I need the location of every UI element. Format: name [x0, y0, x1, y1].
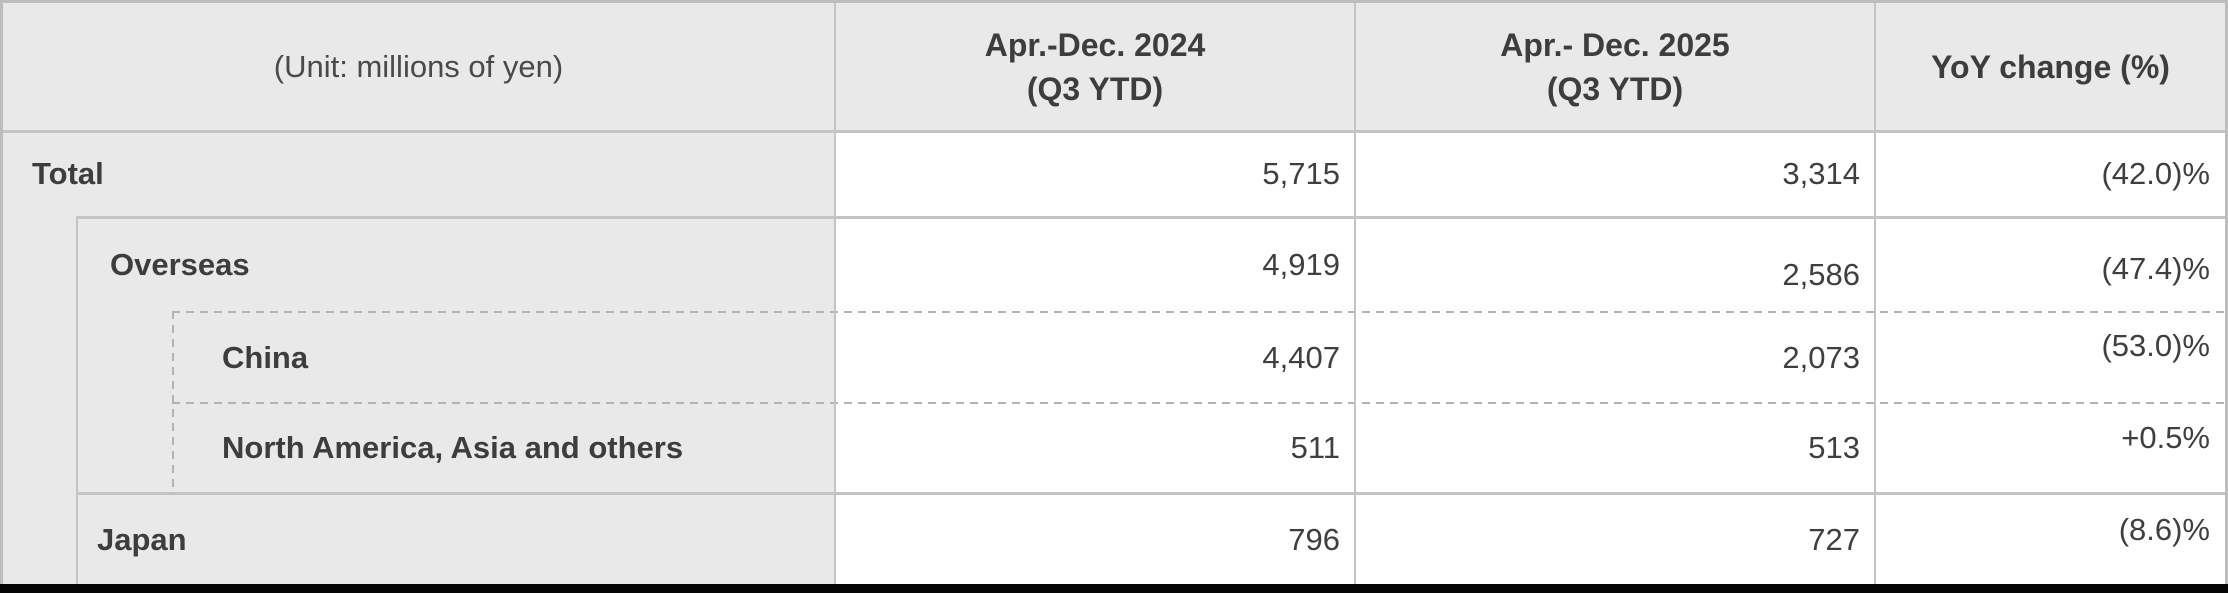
- cell-china-yoy: (53.0)%: [2101, 327, 2210, 363]
- column-divider-2: [1354, 0, 1356, 584]
- table-border-bottom-black: [0, 584, 2228, 593]
- cell-japan-2025: 727: [1808, 521, 1860, 557]
- cell-total-2024: 5,715: [1262, 156, 1340, 191]
- level2-indent-dashed-line: [172, 311, 174, 494]
- cell-china-2024: 4,407: [1262, 339, 1340, 375]
- china-row-dashed-divider: [172, 402, 2228, 404]
- north-america-row-divider: [76, 492, 2228, 495]
- row-label: Overseas: [110, 247, 250, 282]
- header-col-2025-line1: Apr.- Dec. 2025: [1500, 26, 1730, 63]
- table-row-overseas: Overseas 4,919 2,586 (47.4)%: [0, 219, 2228, 311]
- table-border-left: [0, 0, 3, 584]
- row-label: North America, Asia and others: [222, 430, 684, 465]
- row-label: Total: [32, 156, 104, 191]
- cell-overseas-yoy: (47.4)%: [2101, 251, 2210, 286]
- cell-japan-2024: 796: [1288, 521, 1340, 557]
- header-col-2024-line1: Apr.-Dec. 2024: [984, 26, 1206, 63]
- table-row-total: Total 5,715 3,314 (42.0)%: [0, 132, 2228, 216]
- header-col-yoy: YoY change (%): [1876, 3, 2225, 130]
- overseas-row-dashed-divider: [172, 311, 2228, 313]
- header-unit-cell: (Unit: millions of yen): [3, 3, 834, 130]
- header-col-2025-line2: (Q3 YTD): [1546, 70, 1684, 107]
- header-col-yoy-label: YoY change (%): [1931, 48, 2170, 85]
- header-col-2024: Apr.-Dec. 2024 (Q3 YTD): [836, 3, 1354, 130]
- cell-total-2025: 3,314: [1782, 156, 1860, 191]
- table-border-right: [2225, 0, 2228, 584]
- cell-na-2025: 513: [1808, 430, 1860, 465]
- cell-total-yoy: (42.0)%: [2101, 156, 2210, 191]
- cell-china-2025: 2,073: [1782, 339, 1860, 375]
- total-row-divider: [76, 216, 2228, 219]
- cell-japan-yoy: (8.6)%: [2118, 511, 2210, 547]
- header-bottom-divider: [0, 130, 2228, 133]
- table-row-north-america-asia-others: North America, Asia and others 511 513 +…: [0, 404, 2228, 492]
- table-row-china: China 4,407 2,073 (53.0)%: [0, 313, 2228, 402]
- numeric-cells-background: [836, 132, 2225, 584]
- cell-na-2024: 511: [1290, 430, 1340, 465]
- row-label: Japan: [97, 521, 187, 557]
- level1-indent-line: [76, 216, 78, 584]
- header-col-2025: Apr.- Dec. 2025 (Q3 YTD): [1356, 3, 1874, 130]
- table-border-top: [0, 0, 2228, 3]
- table-row-japan: Japan 796 727 (8.6)%: [0, 495, 2228, 584]
- column-divider-1: [834, 0, 836, 584]
- column-divider-3: [1874, 0, 1876, 584]
- header-col-2024-line2: (Q3 YTD): [1026, 70, 1164, 107]
- cell-na-yoy: +0.5%: [2121, 420, 2210, 455]
- cell-overseas-2025: 2,586: [1782, 257, 1860, 292]
- cell-overseas-2024: 4,919: [1262, 247, 1340, 282]
- row-label: China: [222, 339, 309, 375]
- unit-label: (Unit: millions of yen): [273, 48, 564, 84]
